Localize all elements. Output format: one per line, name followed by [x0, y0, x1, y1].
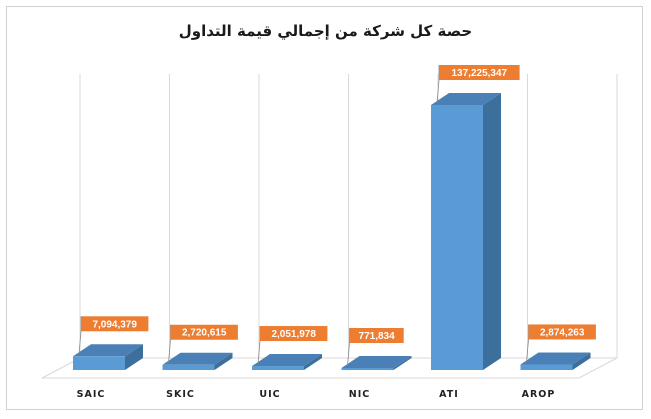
data-label: 7,094,379	[78, 316, 149, 355]
data-label-text: 7,094,379	[92, 319, 137, 330]
data-label-bg	[528, 324, 596, 340]
bar-arop	[520, 352, 591, 370]
data-label-text: 2,720,615	[182, 328, 227, 339]
bar-uic	[252, 354, 322, 370]
data-label-text: 137,225,347	[451, 68, 507, 79]
bar-saic	[73, 344, 143, 370]
category-label: UIC	[259, 389, 280, 400]
bar-front	[431, 105, 483, 370]
category-label: SAIC	[77, 389, 106, 400]
bar-top	[341, 356, 412, 368]
data-label-text: 2,051,978	[271, 329, 316, 340]
bar-front	[73, 356, 125, 370]
chart-floor	[41, 357, 618, 379]
gridlines	[79, 74, 618, 358]
data-labels: 7,094,379 2,720,615 2,051,978 771,834 137,22…	[78, 65, 596, 367]
data-label-text: 771,834	[359, 331, 396, 342]
bar-skic	[162, 352, 233, 370]
bar-side	[125, 344, 143, 370]
category-labels: SAIC SKIC UIC NIC ATI AROP	[77, 389, 556, 400]
bar-side	[483, 93, 501, 370]
chart-title: حصة كل شركة من إجمالي قيمة التداول	[178, 22, 473, 40]
bar-nic	[341, 356, 412, 370]
bar-front	[341, 368, 394, 370]
bar-ati	[431, 93, 501, 370]
bar-front	[520, 364, 573, 370]
data-label-text: 2,874,263	[540, 327, 585, 338]
bar-front	[252, 366, 304, 370]
bar-side	[304, 354, 322, 370]
category-label: ATI	[439, 389, 459, 400]
bar-top	[520, 352, 591, 365]
data-label-bg	[170, 324, 238, 340]
data-label: 2,051,978	[257, 326, 328, 365]
data-label: 2,720,615	[168, 324, 238, 363]
data-label: 137,225,347	[436, 65, 520, 104]
bar-side	[572, 352, 591, 370]
bars	[73, 93, 591, 370]
category-label: AROP	[522, 389, 556, 400]
data-label-bg	[260, 326, 328, 342]
bar-top	[252, 354, 322, 367]
bar-side	[214, 352, 233, 370]
data-label-bg	[81, 316, 149, 332]
bar-top	[431, 93, 501, 105]
data-label-bg	[349, 328, 404, 343]
bar-top	[73, 344, 143, 357]
bar-front	[162, 364, 215, 370]
data-label-bg	[439, 65, 520, 80]
bar-top	[162, 352, 233, 365]
category-label: NIC	[349, 389, 370, 400]
bar-side	[393, 356, 412, 370]
data-label: 2,874,263	[526, 324, 596, 363]
category-label: SKIC	[166, 389, 195, 400]
data-label: 771,834	[347, 328, 404, 367]
chart-frame	[6, 6, 643, 410]
